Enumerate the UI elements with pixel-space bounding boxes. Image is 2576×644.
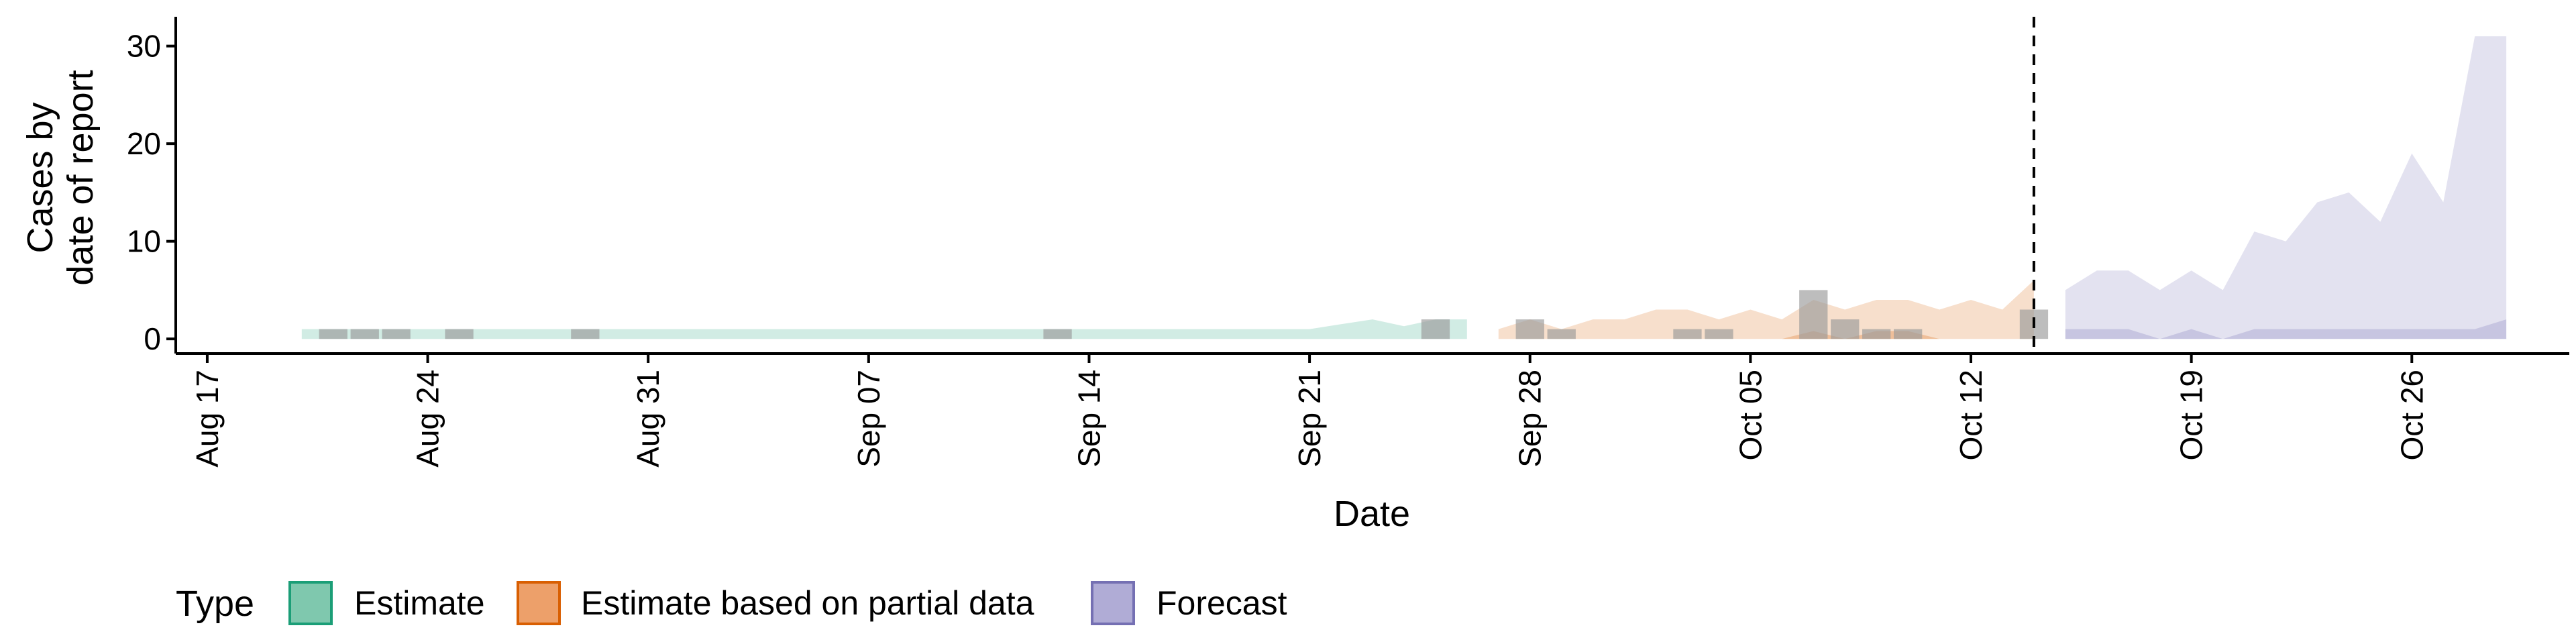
legend-key-partial-estimate [517,581,561,625]
x-tick-label: Oct 19 [2174,370,2209,461]
legend-key-forecast [1091,581,1135,625]
reported-cases-bar [382,329,411,339]
area-layer [301,36,2507,339]
band-estimate-based-on-partial-data [1498,280,2034,339]
y-axis-title-line-1: Cases by [20,102,60,253]
reported-cases-bar [445,329,474,339]
y-axis-title-line-2: date of report [60,70,101,285]
band-forecast [2065,36,2507,339]
x-axis-title: Date [1334,494,1410,534]
y-tick-label: 20 [127,126,161,161]
x-tick-label: Aug 31 [631,370,665,468]
reported-cases-bar [1673,329,1702,339]
reported-cases-bar [571,329,600,339]
legend-title: Type [176,584,254,624]
y-tick-label: 10 [127,224,161,259]
reported-cases-bar [1862,329,1891,339]
reported-cases-bar [319,329,347,339]
reported-cases-bar [1799,290,1828,339]
legend-label-partial-estimate: Estimate based on partial data [581,584,1034,622]
inner-band-forecast [2065,319,2507,339]
x-tick-label: Oct 12 [1953,370,1988,461]
x-tick-label: Sep 21 [1292,370,1327,468]
legend: Type Estimate Estimate based on partial … [176,581,1287,625]
x-tick-label: Sep 28 [1513,370,1548,468]
x-tick-label: Oct 05 [1733,370,1768,461]
x-tick-label: Aug 24 [411,370,445,468]
reported-cases-layer [319,290,2049,339]
legend-key-estimate [288,581,333,625]
y-tick-label: 30 [127,29,161,64]
axes-layer: 0 10 20 30 Aug 17 Aug 24 Aug 31 Sep 07 Sep 14 Sep… [127,17,2569,468]
reported-cases-bar [1705,329,1733,339]
y-tick-label: 0 [144,321,161,356]
x-tick-label: Aug 17 [190,370,225,468]
reported-cases-bar [1043,329,1072,339]
x-tick-label: Sep 14 [1072,370,1107,468]
x-tick-label: Oct 26 [2394,370,2429,461]
reported-cases-bar [1894,329,1923,339]
reported-cases-bar [1831,319,1860,339]
reported-cases-bar [1547,329,1576,339]
legend-label-forecast: Forecast [1157,584,1287,622]
x-tick-label: Sep 07 [851,370,886,468]
reported-cases-bar [350,329,379,339]
reported-cases-bar [1421,319,1450,339]
band-estimate [301,319,1467,339]
legend-label-estimate: Estimate [354,584,485,622]
reported-cases-bar [1515,319,1544,339]
